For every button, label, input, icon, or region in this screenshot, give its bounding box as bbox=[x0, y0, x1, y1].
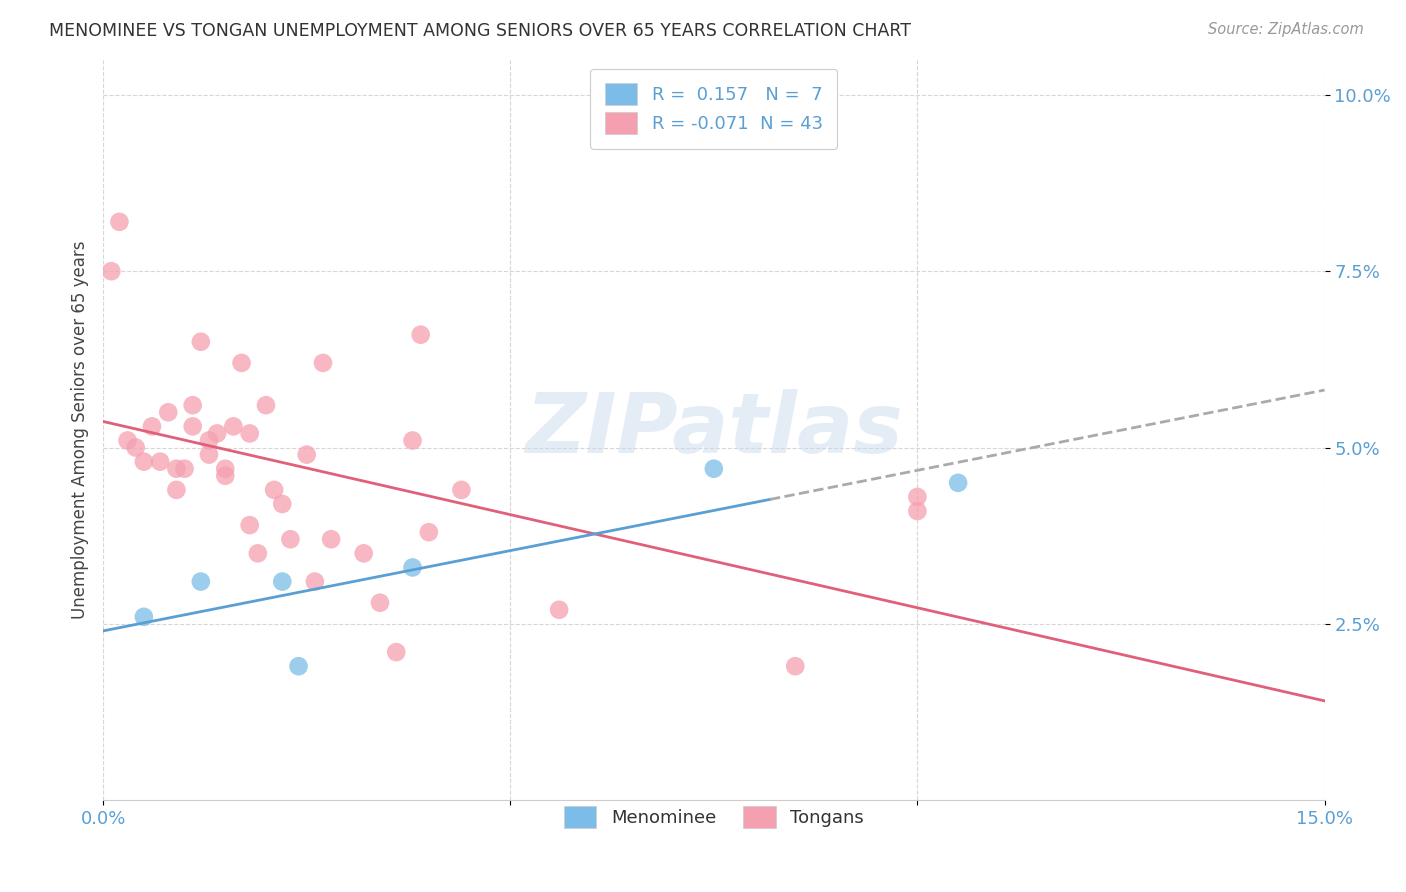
Point bbox=[125, 441, 148, 455]
Point bbox=[401, 434, 423, 448]
Point bbox=[254, 398, 277, 412]
Point bbox=[100, 264, 122, 278]
Point bbox=[222, 419, 245, 434]
Point bbox=[905, 504, 928, 518]
Point bbox=[321, 533, 343, 547]
Point bbox=[190, 334, 212, 349]
Point bbox=[157, 405, 180, 419]
Text: MENOMINEE VS TONGAN UNEMPLOYMENT AMONG SENIORS OVER 65 YEARS CORRELATION CHART: MENOMINEE VS TONGAN UNEMPLOYMENT AMONG S… bbox=[49, 22, 911, 40]
Point bbox=[108, 215, 131, 229]
Point bbox=[214, 461, 236, 475]
Point bbox=[946, 475, 969, 490]
Point bbox=[132, 455, 155, 469]
Point bbox=[239, 518, 262, 533]
Point bbox=[141, 419, 163, 434]
Point bbox=[271, 574, 294, 589]
Point bbox=[548, 603, 571, 617]
Point bbox=[165, 461, 187, 475]
Point bbox=[198, 434, 221, 448]
Point bbox=[304, 574, 326, 589]
Point bbox=[214, 468, 236, 483]
Point bbox=[239, 426, 262, 441]
Point bbox=[173, 461, 195, 475]
Point bbox=[198, 448, 221, 462]
Point bbox=[287, 659, 309, 673]
Point bbox=[271, 497, 294, 511]
Point bbox=[246, 546, 269, 560]
Text: Source: ZipAtlas.com: Source: ZipAtlas.com bbox=[1208, 22, 1364, 37]
Point bbox=[132, 610, 155, 624]
Point bbox=[703, 461, 725, 475]
Legend: Menominee, Tongans: Menominee, Tongans bbox=[557, 799, 872, 836]
Point bbox=[368, 596, 391, 610]
Point bbox=[205, 426, 228, 441]
Point bbox=[409, 327, 432, 342]
Point bbox=[450, 483, 472, 497]
Point bbox=[280, 533, 302, 547]
Point bbox=[231, 356, 253, 370]
Point bbox=[401, 560, 423, 574]
Text: ZIPatlas: ZIPatlas bbox=[524, 390, 903, 470]
Point bbox=[353, 546, 375, 560]
Point bbox=[295, 448, 318, 462]
Point bbox=[117, 434, 139, 448]
Y-axis label: Unemployment Among Seniors over 65 years: Unemployment Among Seniors over 65 years bbox=[72, 241, 89, 619]
Point bbox=[263, 483, 285, 497]
Point bbox=[181, 419, 204, 434]
Point bbox=[149, 455, 172, 469]
Point bbox=[385, 645, 408, 659]
Point bbox=[785, 659, 807, 673]
Point bbox=[181, 398, 204, 412]
Point bbox=[190, 574, 212, 589]
Point bbox=[418, 525, 440, 540]
Point bbox=[312, 356, 335, 370]
Point bbox=[165, 483, 187, 497]
Point bbox=[905, 490, 928, 504]
